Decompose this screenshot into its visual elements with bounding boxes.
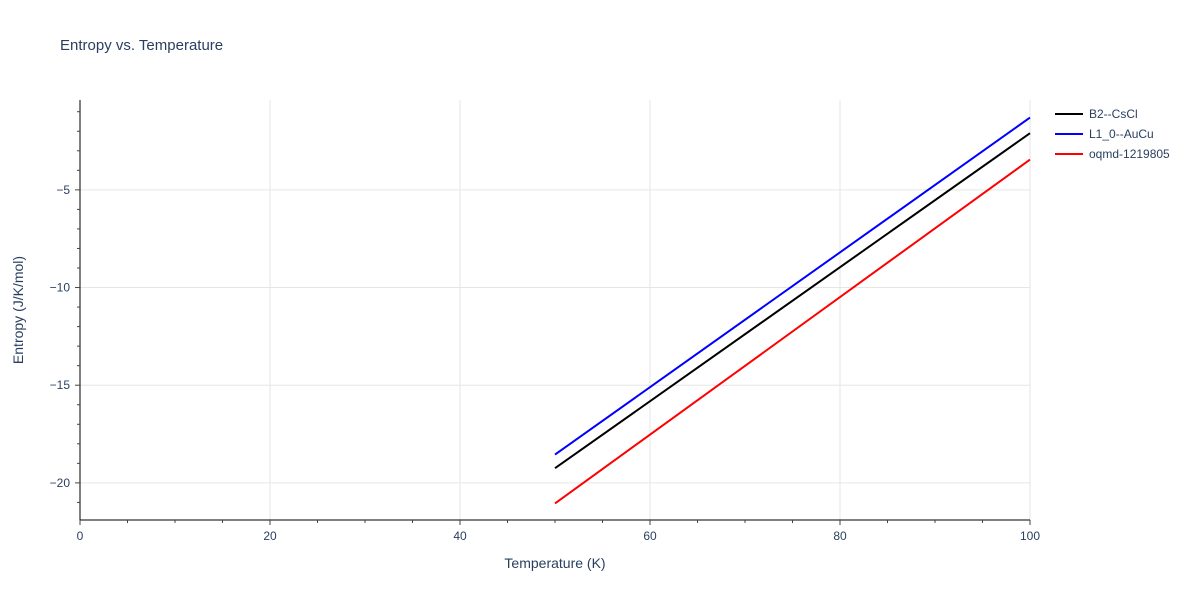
x-axis-label: Temperature (K) <box>504 555 605 571</box>
x-tick-label: 40 <box>453 529 467 543</box>
legend-label-3: oqmd-1219805 <box>1089 147 1170 161</box>
x-tick-label: 20 <box>263 529 277 543</box>
y-tick-label: −15 <box>50 378 71 392</box>
legend: B2--CsCl L1_0--AuCu oqmd-1219805 <box>1055 107 1170 161</box>
series-line-1 <box>554 132 1031 470</box>
legend-label-1: B2--CsCl <box>1089 107 1138 121</box>
x-tick-label: 60 <box>643 529 657 543</box>
series-line-2 <box>554 116 1031 456</box>
x-tick-label: 80 <box>833 529 847 543</box>
grid-layer <box>80 100 1031 520</box>
chart-title: Entropy vs. Temperature <box>60 37 223 54</box>
x-tick-label: 100 <box>1020 529 1040 543</box>
y-tick-label: −20 <box>50 476 71 490</box>
y-tick-label: −10 <box>50 281 71 295</box>
y-tick-label: −5 <box>56 183 70 197</box>
legend-label-2: L1_0--AuCu <box>1089 127 1154 141</box>
series-line-3 <box>554 158 1031 505</box>
axes-layer <box>75 100 1031 525</box>
ticks-layer: 0 20 40 60 80 100 −20 −15 −10 −5 <box>50 183 1041 543</box>
x-tick-label: 0 <box>77 529 84 543</box>
series-layer <box>554 116 1031 505</box>
y-axis-label: Entropy (J/K/mol) <box>10 256 26 364</box>
